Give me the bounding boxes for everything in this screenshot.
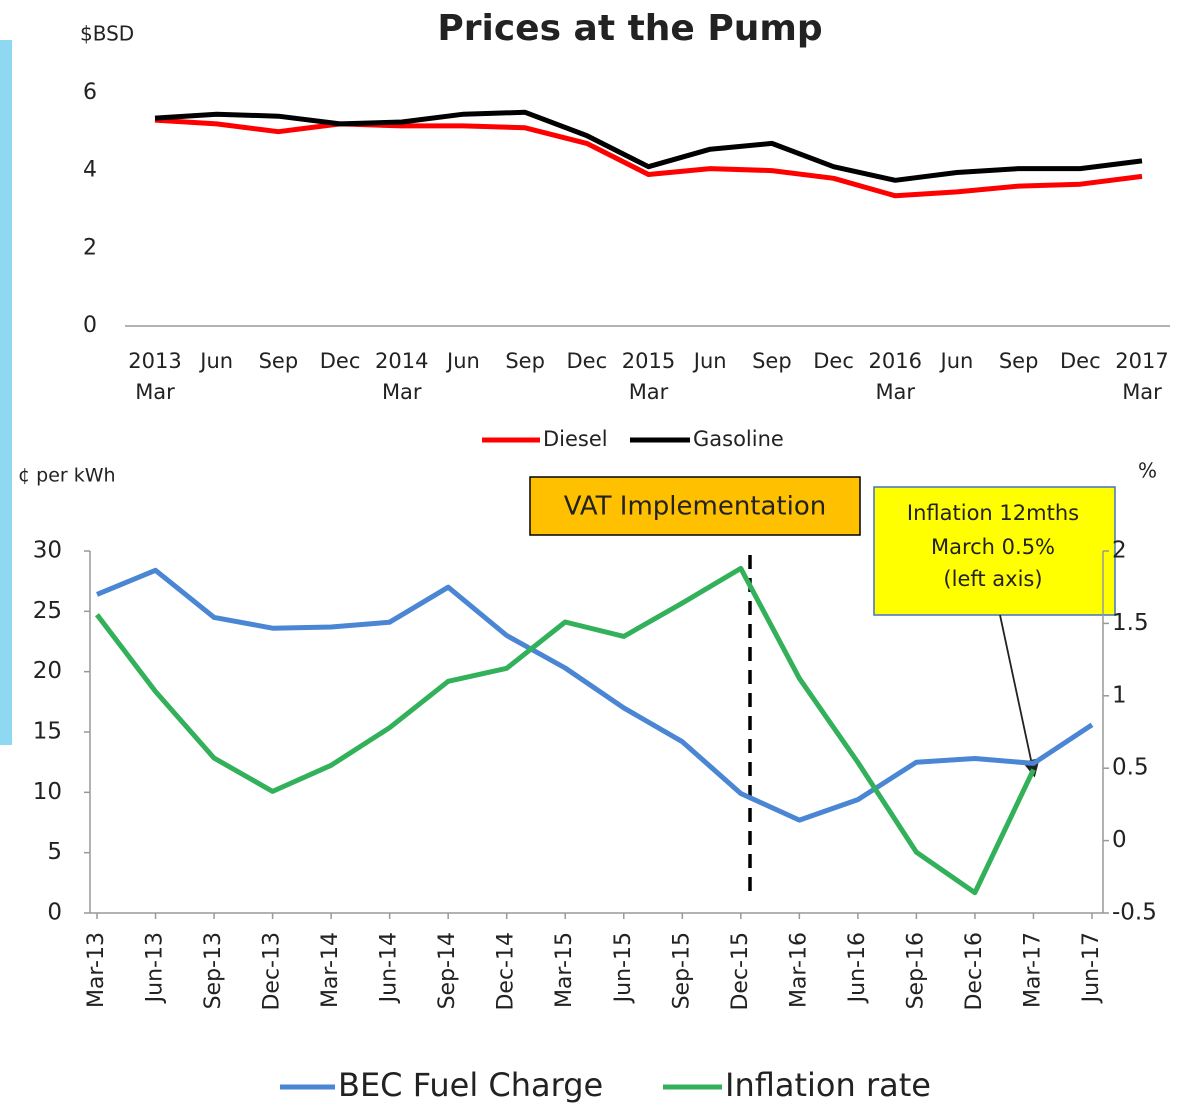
x-tick-label: Jun xyxy=(692,349,727,373)
x-tick-label: 2014 xyxy=(375,349,428,373)
x-tick-label: Jun xyxy=(939,349,974,373)
y-tick-label: 20 xyxy=(33,658,62,684)
x-tick-label: 2015 xyxy=(622,349,675,373)
series-line xyxy=(96,567,1094,823)
x-tick-label: Jun-14 xyxy=(377,932,402,1004)
x-tick-label: 2013 xyxy=(128,349,181,373)
series-line xyxy=(154,117,1143,199)
y-tick-label: 2 xyxy=(83,235,97,260)
x-tick-label: Mar xyxy=(629,380,669,404)
x-tick-label: Mar xyxy=(875,380,915,404)
x-tick-label: Dec xyxy=(813,349,854,373)
x-tick-label: Dec-13 xyxy=(260,932,285,1011)
x-tick-label: 2017 xyxy=(1115,349,1168,373)
annotation-arrow xyxy=(999,614,1040,778)
x-tick-label: Dec xyxy=(320,349,361,373)
x-tick-label: Sep xyxy=(259,349,299,373)
y2-tick-label: 0 xyxy=(1112,827,1127,853)
chart-title: Prices at the Pump xyxy=(437,8,822,49)
legend-label: Diesel xyxy=(543,427,608,451)
x-tick-label: Sep xyxy=(752,349,792,373)
x-tick-label: Mar-14 xyxy=(318,932,343,1008)
x-tick-label: Sep xyxy=(999,349,1039,373)
y-tick-label: 25 xyxy=(33,598,62,624)
x-tick-label: Jun-13 xyxy=(143,932,168,1004)
annotation: VAT Implementation xyxy=(564,492,827,522)
x-tick-label: Dec-15 xyxy=(728,932,753,1011)
y-tick-label: 15 xyxy=(33,719,62,745)
annotation: March 0.5% xyxy=(931,535,1055,559)
x-tick-label: Mar xyxy=(135,380,175,404)
annotation: (left axis) xyxy=(943,567,1042,591)
y2-tick-label: 1 xyxy=(1112,682,1127,708)
y-axis-label: ¢ per kWh xyxy=(18,465,116,487)
x-tick-label: Mar xyxy=(382,380,422,404)
y-tick-label: 6 xyxy=(83,80,97,105)
annotation-box xyxy=(529,476,861,536)
y2-tick-label: 2 xyxy=(1112,538,1127,564)
annotation: Inflation 12mths xyxy=(907,501,1079,525)
legend-label: Gasoline xyxy=(693,427,784,451)
x-tick-label: Dec xyxy=(1060,349,1101,373)
y2-tick-label: 1.5 xyxy=(1112,610,1149,636)
annotation-box xyxy=(873,486,1116,616)
x-tick-label: Jun-15 xyxy=(611,932,636,1004)
y-tick-label: 10 xyxy=(33,779,62,805)
x-tick-label: Sep xyxy=(505,349,545,373)
y-tick-label: 5 xyxy=(47,839,62,865)
series-line xyxy=(95,565,1036,896)
x-tick-label: Sep-13 xyxy=(201,932,226,1009)
side-bar xyxy=(0,40,12,745)
x-tick-label: Mar-13 xyxy=(84,932,109,1008)
y-tick-label: 0 xyxy=(83,313,97,338)
series-line xyxy=(154,109,1143,183)
y-tick-label: 4 xyxy=(83,158,97,183)
y-tick-label: 30 xyxy=(33,538,62,564)
y-axis-label: $BSD xyxy=(80,22,134,46)
x-tick-label: Mar-17 xyxy=(1020,932,1045,1008)
x-tick-label: Jun-16 xyxy=(845,932,870,1004)
x-tick-label: Dec-16 xyxy=(962,932,987,1011)
x-tick-label: Jun-17 xyxy=(1079,932,1104,1004)
y2-axis-label: % xyxy=(1138,459,1157,483)
x-tick-label: Sep-14 xyxy=(435,932,460,1009)
x-tick-label: Mar-15 xyxy=(552,932,577,1008)
x-tick-label: Sep-16 xyxy=(903,932,928,1009)
x-tick-label: Mar-16 xyxy=(786,932,811,1008)
y2-tick-label: 0.5 xyxy=(1112,755,1149,781)
legend-label: BEC Fuel Charge xyxy=(338,1066,603,1104)
x-tick-label: Jun xyxy=(445,349,480,373)
x-tick-label: Dec xyxy=(566,349,607,373)
x-tick-label: Mar xyxy=(1122,380,1162,404)
x-tick-label: Jun xyxy=(198,349,233,373)
legend-label: Inflation rate xyxy=(725,1066,931,1104)
x-tick-label: Dec-14 xyxy=(494,932,519,1011)
y-tick-label: 0 xyxy=(47,900,62,926)
x-tick-label: Sep-15 xyxy=(669,932,694,1009)
x-tick-label: 2016 xyxy=(869,349,922,373)
y2-tick-label: -0.5 xyxy=(1112,900,1157,926)
